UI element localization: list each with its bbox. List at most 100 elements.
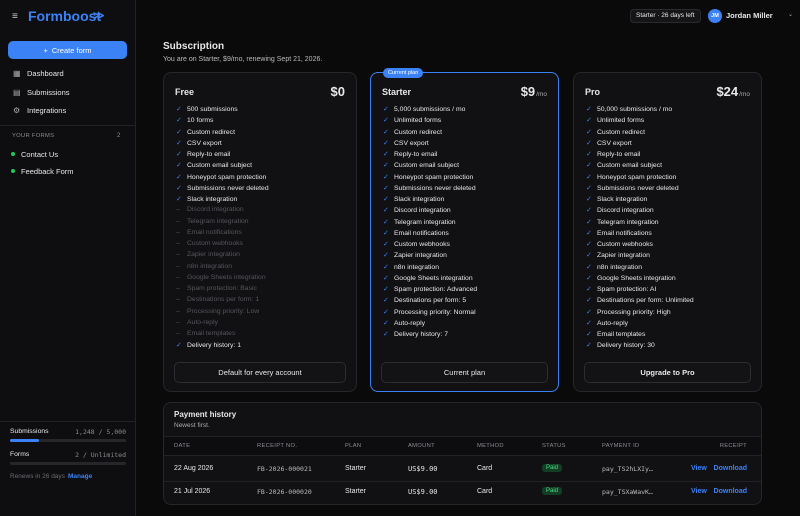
feature-text: Slack integration (597, 196, 648, 203)
feature: ✓ Unlimited forms (383, 116, 441, 124)
feature-text: Slack integration (187, 196, 238, 203)
feature: ✓ Custom redirect (383, 128, 442, 136)
dash-icon: – (176, 228, 180, 236)
form-link[interactable]: Contact Us (21, 150, 59, 159)
feature: ✓ Custom redirect (176, 128, 235, 136)
feature: ✓ 50,000 submissions / mo (586, 105, 672, 113)
feature: ✓ CSV export (586, 139, 632, 147)
dash-icon: – (176, 217, 180, 225)
check-icon: ✓ (586, 308, 592, 316)
feature-text: Custom webhooks (597, 241, 653, 248)
check-icon: ✓ (383, 252, 389, 260)
plan-card: Current plan Starter $9/mo ✓ 5,000 submissio… (370, 68, 559, 392)
check-icon: ✓ (383, 331, 389, 338)
nav-icon: ⚙ (13, 106, 21, 115)
feature-text: CSV export (394, 139, 429, 147)
method: Card (477, 488, 493, 495)
section-subtitle: You are on Starter, $9/mo, renewing Sept… (163, 56, 323, 63)
feature: ✓ Processing priority: Normal (383, 308, 476, 316)
receipt-no: FB-2026-000021 (257, 465, 312, 473)
feature-text: Email templates (597, 331, 646, 338)
feature-text: CSV export (597, 139, 632, 147)
feature: ✓ Delivery history: 30 (586, 341, 655, 349)
avatar[interactable]: JM (708, 9, 722, 23)
button-label: Create form (51, 45, 92, 55)
payment-id: pay_TSXaWavK… (602, 488, 653, 496)
feature: ✓ Custom webhooks (586, 240, 653, 248)
feature: ✓ Discord integration (383, 206, 451, 214)
feature-text: Discord integration (187, 206, 244, 214)
feature: – Processing priority: Low (176, 308, 259, 315)
create-form-button[interactable]: + Create form (8, 41, 127, 59)
feature: ✓ Submissions never deleted (383, 184, 476, 192)
nav-item[interactable]: Dashboard (27, 69, 64, 78)
plan-button[interactable]: Upgrade to Pro (584, 362, 751, 383)
feature-text: n8n integration (394, 263, 439, 271)
payment-id: pay_TS2hLXIy… (602, 465, 653, 473)
check-icon: ✓ (383, 151, 389, 158)
dash-icon: – (176, 307, 180, 315)
feature: ✓ Spam protection: Advanced (383, 285, 477, 293)
plan-button[interactable]: Default for every account (174, 362, 346, 383)
feature: ✓ Custom email subject (176, 161, 252, 169)
plan-name: Starter (382, 87, 412, 97)
check-icon: ✓ (176, 117, 182, 125)
download-link[interactable]: Download (713, 488, 747, 495)
plan-name: Free (175, 87, 195, 97)
feature-text: Reply-to email (597, 151, 641, 158)
feature-text: 10 forms (187, 117, 214, 125)
feature-text: Zapier integration (394, 252, 447, 260)
feature: ✓ Spam protection: AI (586, 285, 656, 293)
column-header: DATE (174, 443, 191, 449)
check-icon: ✓ (383, 229, 389, 237)
feature-text: Email notifications (597, 229, 652, 237)
feature: ✓ Honeypot spam protection (176, 173, 266, 181)
feature-text: Custom redirect (597, 128, 645, 136)
usage-track (10, 462, 126, 465)
feature-text: Submissions never deleted (187, 184, 269, 192)
feature-text: CSV export (187, 139, 222, 147)
feature: ✓ Honeypot spam protection (586, 173, 676, 181)
feature: ✓ CSV export (176, 139, 222, 147)
feature-text: Custom webhooks (187, 240, 243, 247)
check-icon: ✓ (586, 106, 592, 113)
feature: ✓ Slack integration (383, 195, 444, 203)
check-icon: ✓ (383, 319, 389, 327)
feature: ✓ Reply-to email (383, 150, 437, 158)
brand-icon: ≫ (93, 10, 105, 22)
check-icon: ✓ (586, 151, 592, 158)
check-icon: ✓ (383, 218, 389, 226)
status: Paid (542, 487, 563, 495)
nav-item[interactable]: Submissions (27, 87, 70, 97)
check-icon: ✓ (586, 218, 592, 226)
view-link[interactable]: View (691, 488, 707, 495)
brand: Formboost (28, 8, 102, 24)
nav-item[interactable]: Integrations (27, 106, 67, 115)
feature-text: Custom webhooks (394, 241, 450, 248)
feature: – Spam protection: Basic (176, 285, 257, 292)
check-icon: ✓ (176, 196, 182, 203)
view-link[interactable]: View (691, 465, 707, 472)
check-icon: ✓ (176, 151, 182, 158)
feature: – Email templates (176, 330, 235, 337)
feature-text: Custom redirect (394, 128, 442, 136)
form-link[interactable]: Feedback Form (21, 167, 74, 176)
download-link[interactable]: Download (713, 465, 747, 472)
check-icon: ✓ (586, 342, 592, 350)
manage-link[interactable]: Manage (68, 473, 93, 480)
feature: – Discord integration (176, 206, 244, 213)
plan: Starter (345, 488, 367, 495)
dash-icon: – (176, 240, 180, 247)
price-period: /mo (536, 91, 547, 98)
usage-value: 1,248 / 5,000 (75, 428, 126, 436)
dash-icon: – (176, 285, 180, 292)
feature: – Telegram integration (176, 218, 249, 225)
feature-text: Telegram integration (394, 218, 456, 226)
feature: ✓ Reply-to email (176, 150, 230, 158)
user-name[interactable]: Jordan Miller (726, 11, 773, 20)
feature-text: Auto-reply (394, 319, 425, 327)
feature: – Destinations per form: 1 (176, 296, 259, 303)
amount: US$9.00 (408, 465, 438, 473)
feature-text: Discord integration (394, 207, 451, 215)
